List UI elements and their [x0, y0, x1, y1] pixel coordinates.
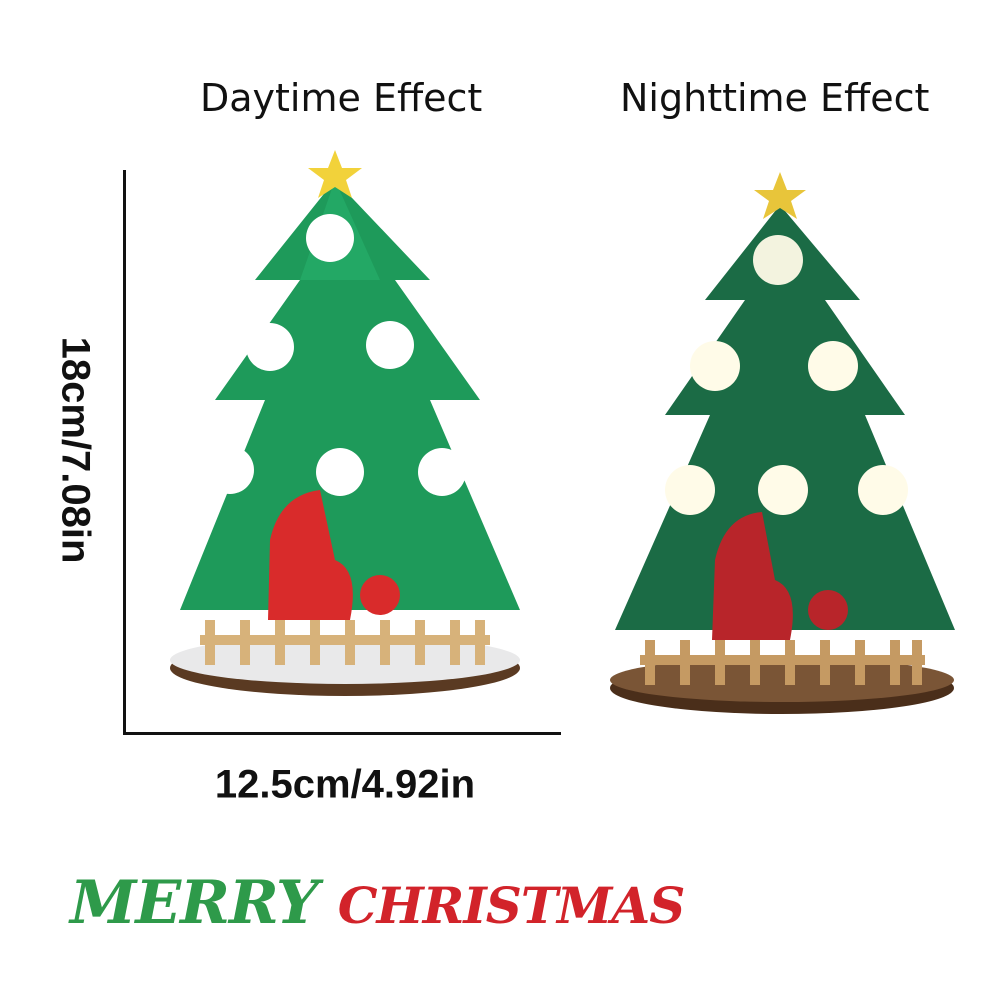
daytime-caption: Daytime Effect: [200, 76, 483, 120]
merry-christmas-logo: MERRY CHRISTMAS: [70, 868, 686, 938]
width-label: 12.5cm/4.92in: [214, 762, 476, 807]
logo-merry: MERRY: [70, 868, 319, 938]
width-line: [123, 732, 561, 735]
height-line: [123, 170, 126, 735]
nighttime-caption: Nighttime Effect: [620, 76, 930, 120]
logo-christmas: CHRISTMAS: [337, 876, 686, 935]
